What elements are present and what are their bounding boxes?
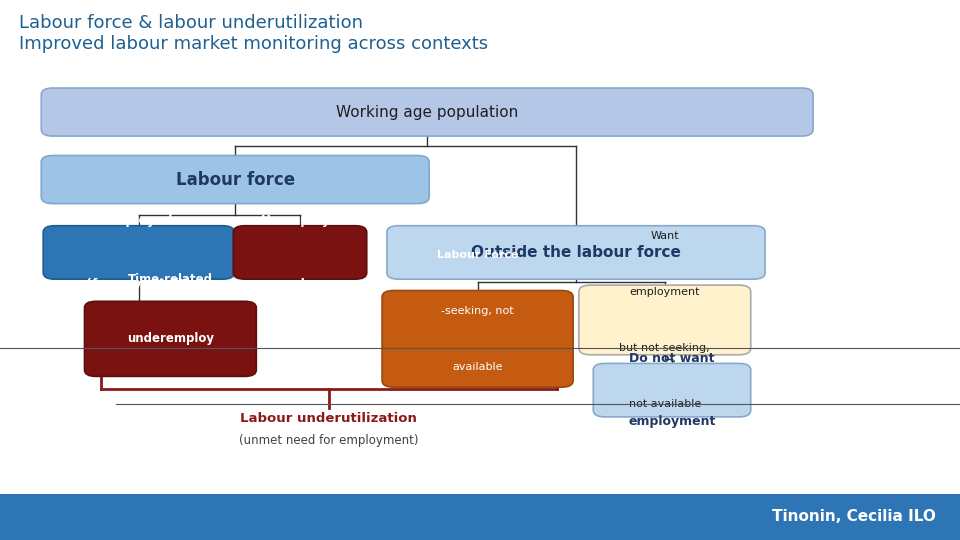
Text: seeking: seeking	[456, 474, 499, 484]
Text: available: available	[452, 362, 503, 372]
Text: Working age population: Working age population	[336, 105, 518, 119]
FancyBboxPatch shape	[382, 291, 573, 387]
FancyBboxPatch shape	[0, 494, 960, 540]
Text: Time-related: Time-related	[128, 273, 213, 286]
FancyBboxPatch shape	[233, 226, 367, 279]
Text: Labour force & labour underutilization: Labour force & labour underutilization	[19, 14, 363, 31]
Text: employment: employment	[628, 415, 716, 428]
Text: Labour underutilization: Labour underutilization	[240, 412, 418, 425]
Text: Do not want: Do not want	[629, 352, 715, 365]
Text: underemploy: underemploy	[127, 332, 214, 346]
Text: Employed: Employed	[105, 214, 173, 227]
Text: (unmet need for employment): (unmet need for employment)	[239, 434, 419, 447]
Text: Labour Force: Labour Force	[437, 249, 518, 260]
FancyBboxPatch shape	[41, 88, 813, 136]
Text: not available: not available	[629, 399, 701, 409]
Text: Tinonin, Cecilia ILO: Tinonin, Cecilia ILO	[772, 509, 936, 524]
Text: -seeking, not: -seeking, not	[442, 306, 514, 316]
Text: ed: ed	[162, 392, 179, 405]
Text: Outside the labour force: Outside the labour force	[471, 245, 681, 260]
Text: (for pay/profit): (for pay/profit)	[86, 278, 191, 291]
FancyBboxPatch shape	[43, 226, 234, 279]
FancyBboxPatch shape	[387, 226, 765, 279]
Text: but not seeking,: but not seeking,	[619, 343, 710, 353]
Text: d: d	[296, 278, 304, 291]
Text: Want: Want	[651, 231, 679, 241]
FancyBboxPatch shape	[579, 285, 751, 355]
Text: Improved labour market monitoring across contexts: Improved labour market monitoring across…	[19, 35, 489, 53]
Text: Unemploye: Unemploye	[261, 214, 339, 227]
FancyBboxPatch shape	[41, 156, 429, 204]
Text: Potential: Potential	[449, 193, 506, 204]
FancyBboxPatch shape	[84, 301, 256, 376]
FancyBboxPatch shape	[593, 363, 751, 417]
Text: -available, not: -available, not	[438, 418, 517, 428]
Text: employment: employment	[630, 287, 700, 297]
Text: Labour force: Labour force	[176, 171, 295, 188]
